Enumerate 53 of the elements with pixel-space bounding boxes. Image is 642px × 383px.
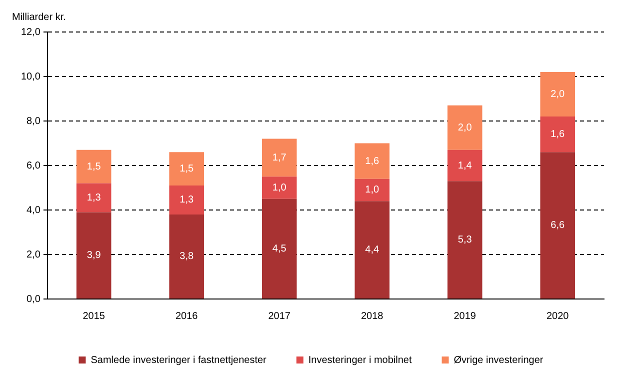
- bar: [76, 212, 112, 298]
- data-label: 1,3: [180, 194, 194, 206]
- bar: [262, 176, 297, 199]
- bar: [169, 152, 204, 186]
- y-tick-label: 0,0: [26, 294, 41, 305]
- data-label: 3,9: [86, 250, 102, 262]
- data-label: 1,4: [458, 160, 472, 172]
- y-tick-label: 8,0: [26, 116, 41, 127]
- x-tick-label: 2015: [82, 310, 106, 322]
- data-label: 6,6: [550, 220, 566, 232]
- bar: [540, 72, 576, 117]
- bar: [262, 138, 297, 177]
- data-label: 1,3: [86, 192, 102, 204]
- bar: [76, 150, 112, 184]
- bar: [447, 150, 482, 182]
- x-tick-label: 2019: [454, 310, 476, 322]
- y-tick-label: 12,0: [20, 26, 41, 38]
- x-tick-label: 2020: [546, 310, 570, 322]
- data-label: 2,0: [458, 122, 472, 134]
- data-label: 1,6: [550, 129, 566, 140]
- x-tick-label: 2017: [268, 310, 291, 322]
- x-tick-label: 2018: [360, 310, 384, 322]
- legend-label: Investeringer i mobilnet: [308, 354, 412, 366]
- data-label: 4,5: [272, 243, 287, 254]
- y-tick-label: 6,0: [26, 160, 41, 172]
- y-tick-label: 10,0: [20, 71, 41, 82]
- data-label: 1,7: [272, 152, 287, 164]
- data-label: 1,5: [180, 164, 194, 175]
- bar: [540, 116, 576, 152]
- bar: [447, 105, 482, 150]
- bar: [262, 198, 297, 298]
- bar: [169, 186, 204, 214]
- bar: [354, 178, 390, 202]
- data-label: 1,6: [365, 156, 380, 167]
- data-label: 1,5: [86, 161, 102, 172]
- y-tick-label: 4,0: [26, 204, 41, 216]
- data-label: 3,8: [180, 251, 194, 262]
- data-label: 1,0: [365, 184, 380, 196]
- bar: [169, 214, 204, 298]
- data-label: 2,0: [550, 89, 566, 100]
- bar: [354, 143, 390, 179]
- x-tick-label: 2016: [175, 310, 198, 322]
- bar: [76, 183, 112, 212]
- legend-label: Øvrige investeringer: [454, 354, 544, 366]
- data-label: 4,4: [365, 244, 380, 256]
- data-label: 5,3: [458, 234, 472, 246]
- bar: [354, 201, 390, 298]
- bar: [447, 181, 482, 298]
- legend-label: Samlede investeringer i fastnettjenester: [90, 354, 268, 366]
- y-axis-title: Milliarder kr.: [12, 12, 66, 23]
- y-tick-label: 2,0: [26, 249, 41, 260]
- bar: [540, 152, 576, 298]
- data-label: 1,0: [272, 182, 287, 194]
